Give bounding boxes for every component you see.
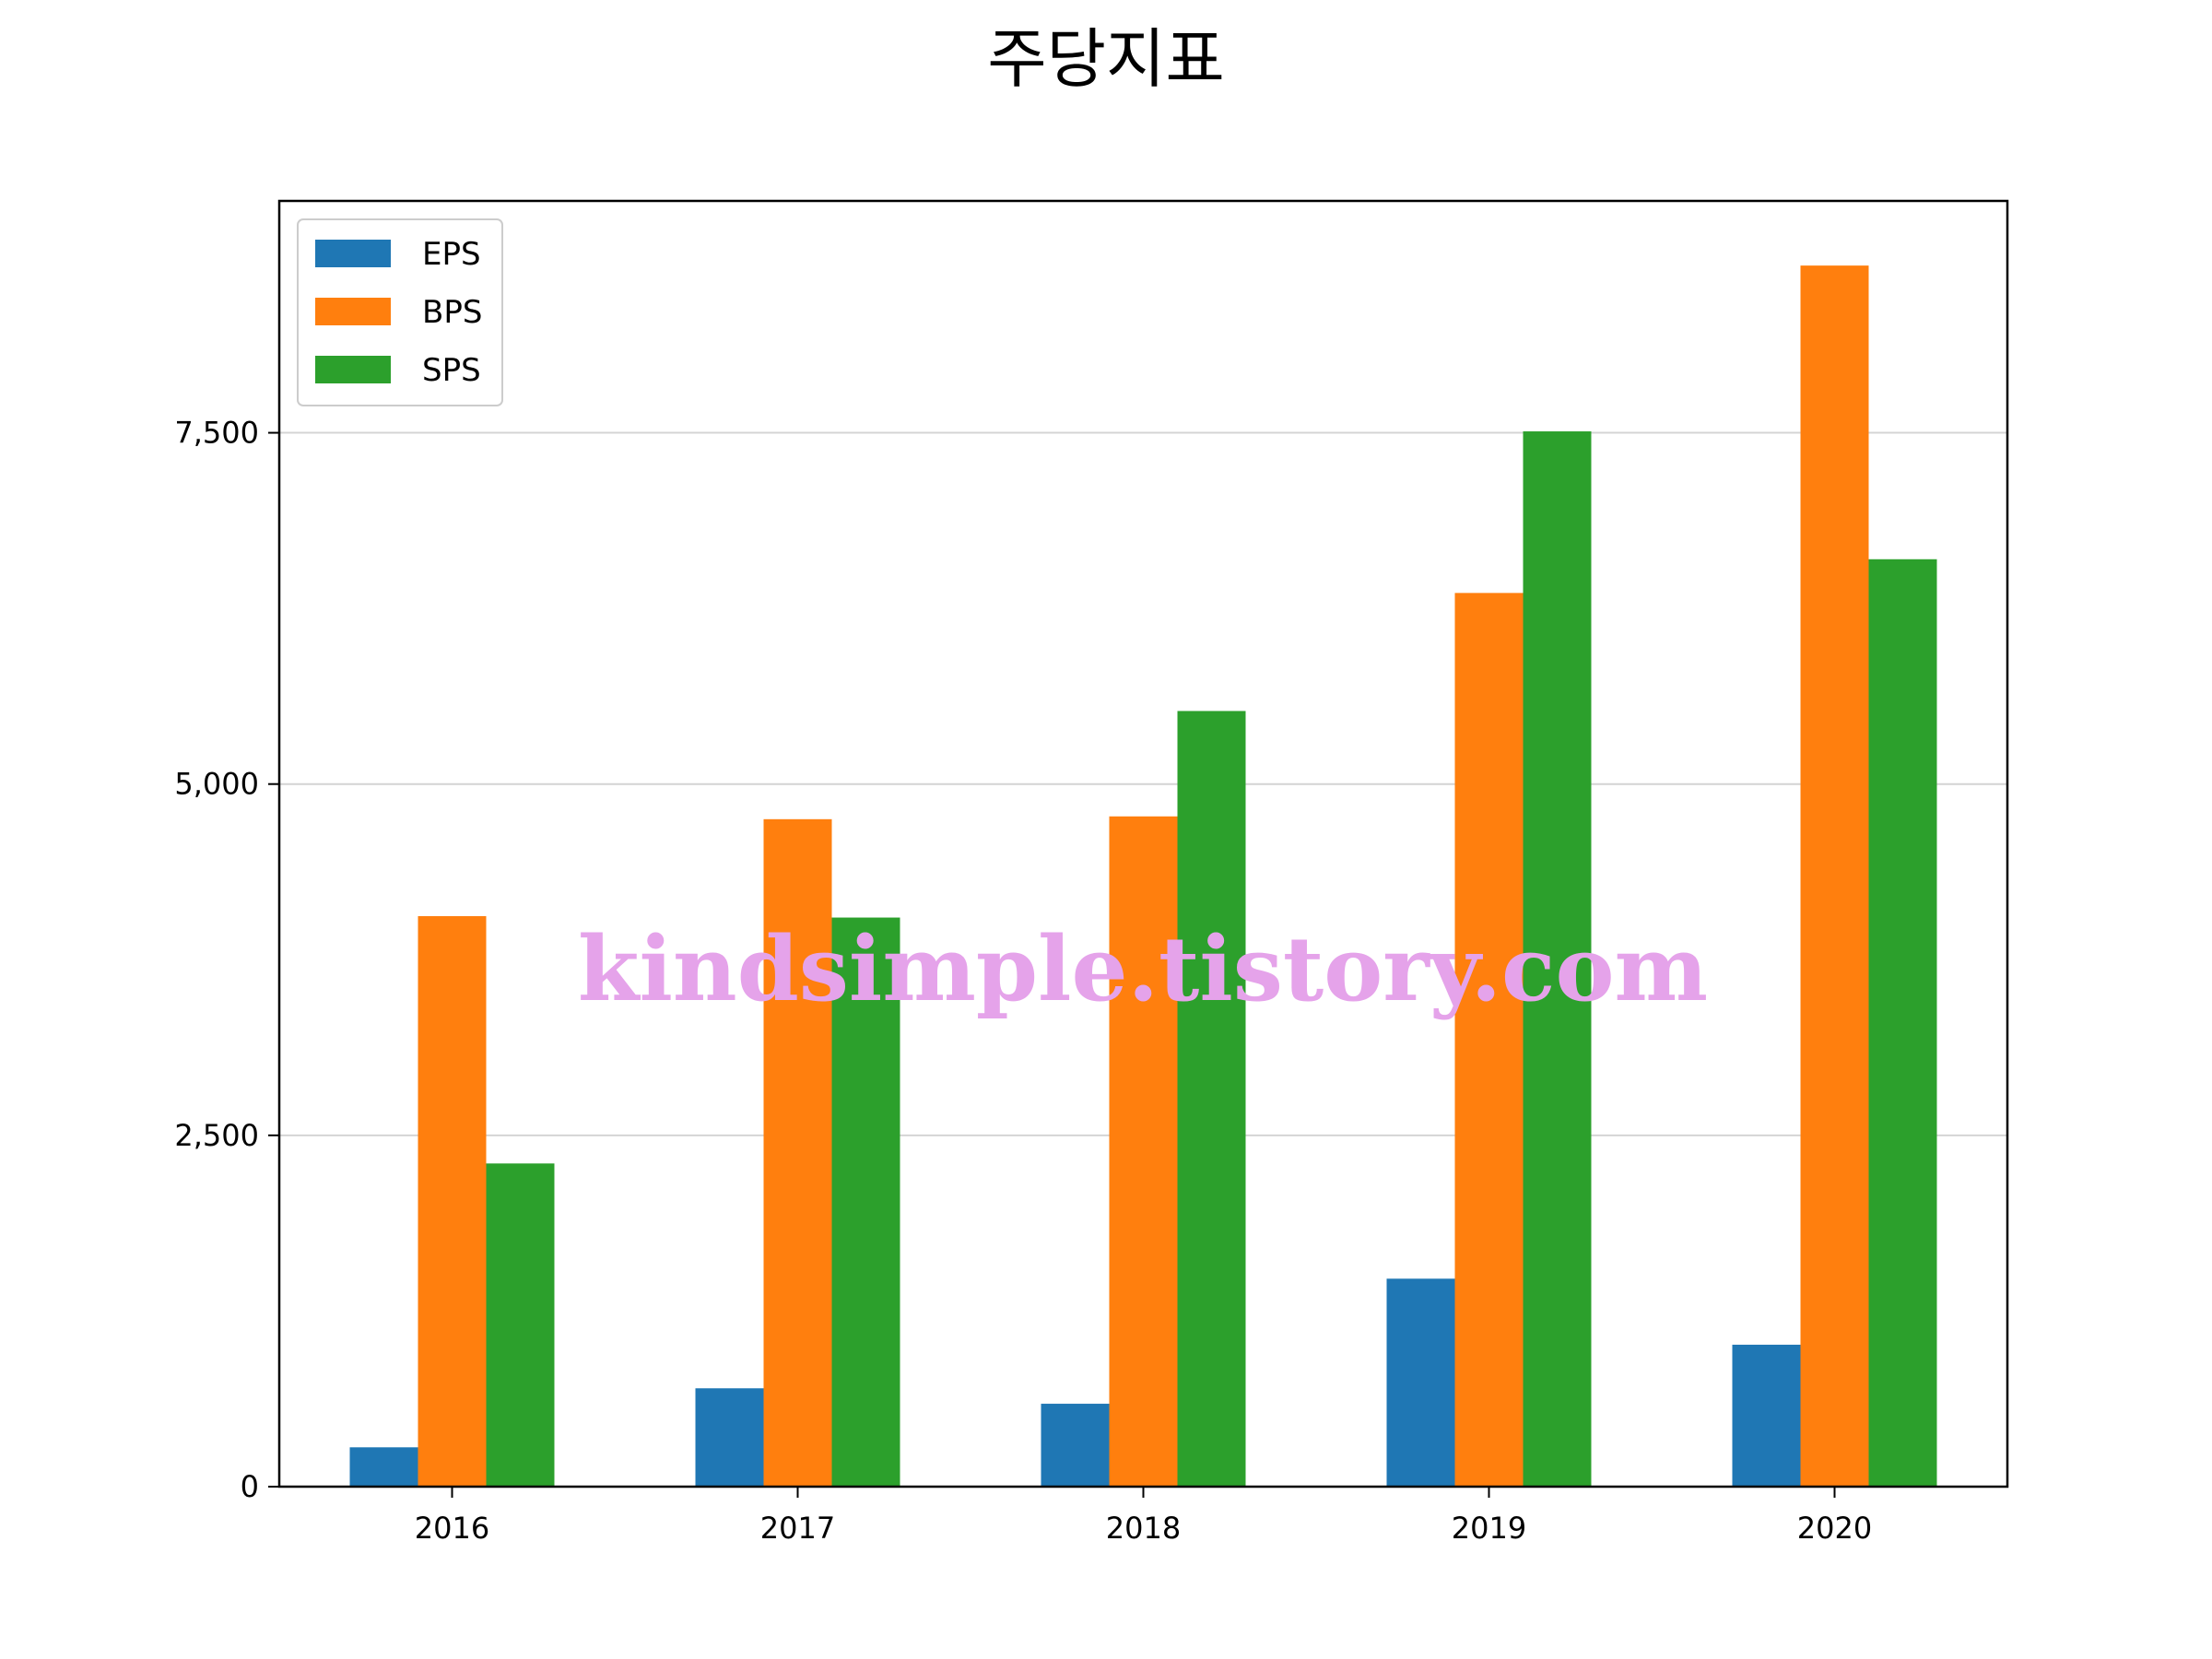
chart-title: 주당지표: [987, 21, 1225, 97]
x-tick-label: 2020: [1797, 1511, 1872, 1546]
x-tick-label: 2018: [1106, 1511, 1181, 1546]
legend-swatch-eps: [315, 240, 391, 267]
bar-eps-2018: [1041, 1404, 1110, 1487]
axes: 0 2,500 5,000 7,500 2016 2017 2018 2019 2020: [174, 199, 2009, 1546]
y-tick-label: 7,500: [174, 416, 259, 451]
legend: EPS BPS SPS: [297, 218, 503, 406]
bar-bps-2016: [418, 916, 487, 1487]
legend-label-bps: BPS: [422, 294, 482, 331]
bar-eps-2017: [695, 1388, 764, 1487]
legend-label-sps: SPS: [422, 352, 481, 389]
legend-swatch-bps: [315, 298, 391, 325]
bar-eps-2016: [349, 1447, 418, 1487]
plot-frame: [277, 199, 2009, 1488]
y-tick-label: 5,000: [174, 767, 259, 802]
bar-sps-2020: [1868, 559, 1937, 1487]
watermark: kindsimple.tistory.com: [578, 917, 1708, 1021]
bar-sps-2016: [486, 1163, 555, 1487]
bar-sps-2018: [1177, 711, 1246, 1487]
x-tick-label: 2017: [760, 1511, 835, 1546]
y-tick-label: 0: [241, 1469, 259, 1504]
x-tick-label: 2019: [1452, 1511, 1526, 1546]
x-tick-label: 2016: [415, 1511, 489, 1546]
bar-bps-2019: [1454, 593, 1524, 1487]
bar-sps-2017: [831, 917, 900, 1487]
legend-label-eps: EPS: [422, 236, 481, 273]
bar-bps-2020: [1800, 265, 1869, 1488]
legend-swatch-sps: [315, 356, 391, 383]
bar-sps-2019: [1523, 431, 1592, 1488]
y-tick-label: 2,500: [174, 1118, 259, 1153]
bar-bps-2017: [763, 818, 832, 1487]
bars: [349, 265, 1937, 1488]
bar-eps-2020: [1732, 1345, 1801, 1487]
bar-bps-2018: [1109, 816, 1178, 1487]
bar-eps-2019: [1386, 1278, 1455, 1487]
